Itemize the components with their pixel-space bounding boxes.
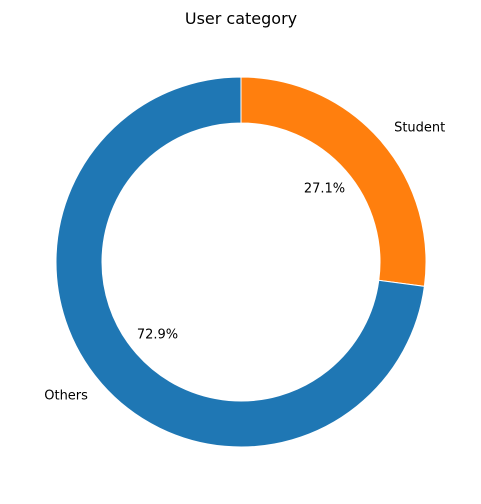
pct-label-others: 72.9% <box>137 328 178 343</box>
slice-others <box>55 76 425 448</box>
slice-label-student: Student <box>394 120 445 135</box>
donut-slices <box>55 76 427 448</box>
chart-title: User category <box>185 9 297 28</box>
donut-labels: Student 27.1% Others 72.9% <box>44 120 445 403</box>
pct-label-student: 27.1% <box>304 181 345 196</box>
slice-label-others: Others <box>44 389 88 404</box>
